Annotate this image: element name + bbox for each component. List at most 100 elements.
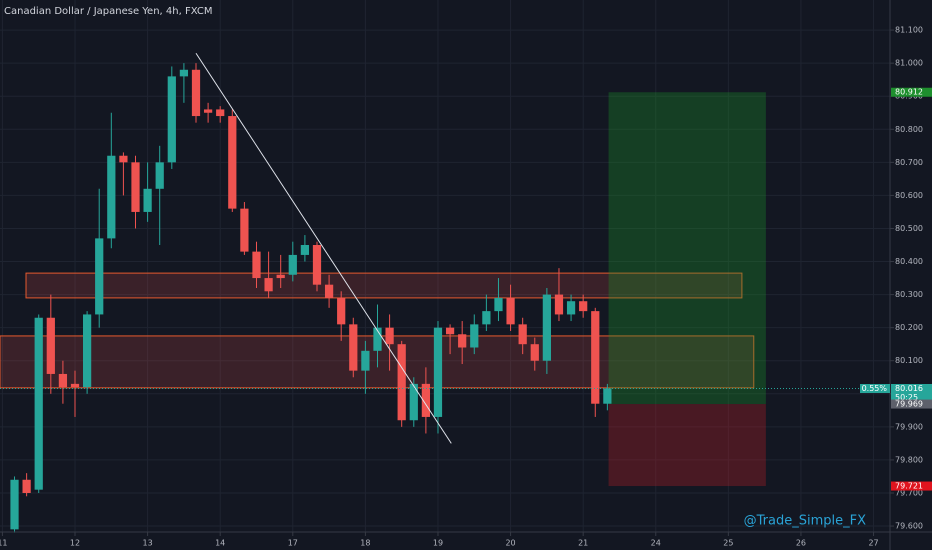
countdown: 50:25 [895,393,918,402]
candle-body [603,388,612,404]
target-zone [608,92,766,405]
candle-body [82,314,92,388]
y-tick-label: 79.800 [895,455,923,464]
y-tick-label: 80.200 [895,323,923,332]
x-tick-label: 12 [70,539,80,548]
x-tick-label: 20 [505,539,515,548]
candle-body [167,76,176,163]
x-tick-label: 24 [651,539,661,548]
candle-body [95,238,104,315]
x-tick-label: 18 [360,539,370,548]
candle-body [385,327,394,345]
y-tick-label: 80.800 [895,125,923,134]
candle-body [337,297,346,325]
candle-body [591,311,600,404]
chart-title: Canadian Dollar / Japanese Yen, 4h, FXCM [4,6,212,17]
price-label-bg [891,87,932,97]
candle-body [324,284,334,298]
price-label-bg [891,384,932,403]
change-label: 0.55% [862,384,888,393]
x-tick-label: 21 [578,539,588,548]
candle-body [421,383,430,417]
x-tick-label: 17 [288,539,298,548]
candle-body [470,324,479,348]
candle-body [494,297,503,312]
candle-body [203,109,213,113]
candle-body [433,327,443,417]
candle-body [349,324,358,371]
candle-body [397,344,406,421]
x-tick-label: 26 [796,539,806,548]
candle-body [276,274,285,279]
price-label-bg [891,399,932,409]
candle-body [143,188,152,212]
zone [25,272,743,299]
candle-body [409,383,418,421]
candle-body [46,317,55,374]
candle-body [506,297,515,325]
candle-body [530,344,539,361]
price-label-bg [891,481,932,491]
candle-body [566,301,576,315]
axes: 81.10081.00080.90080.80080.70080.60080.5… [0,26,932,548]
y-tick-label: 80.600 [895,191,923,200]
x-tick-label: 25 [723,539,733,548]
candle-body [155,162,164,189]
candle-body [554,294,564,315]
price-label: 79.721 [895,482,923,491]
y-tick-label: 80.100 [895,356,923,365]
candle-body [252,251,261,279]
x-tick-label: 11 [0,539,8,548]
x-tick-label: 13 [143,539,153,548]
stop-zone [608,404,766,487]
price-label: 80.912 [895,88,923,97]
y-tick-label: 79.700 [895,488,923,497]
trend-line [195,52,452,444]
price-label: 79.969 [895,400,923,409]
candle-body [216,109,225,117]
y-tick-label: 81.100 [895,26,923,35]
candle-body [70,383,80,388]
y-tick-label: 80.400 [895,257,923,266]
candle-body [482,311,491,325]
x-tick-label: 19 [433,539,443,548]
y-tick-label: 81.000 [895,59,923,68]
candle-body [34,317,43,490]
candle-body [119,155,128,163]
grid [0,0,890,532]
candle-body [10,479,19,530]
candle-body [373,327,382,351]
x-tick-label: 27 [868,539,878,548]
candle-body [228,116,237,209]
plot-area [0,52,890,533]
change-bg [860,384,890,394]
y-tick-label: 80.700 [895,158,923,167]
price-label: 80.016 [895,384,923,393]
candle-body [22,479,31,493]
candle-body [445,327,455,335]
candle-body [131,162,140,212]
candle-body [288,254,297,275]
candle-body [361,350,370,371]
candle-body [58,373,68,388]
watermark: @Trade_Simple_FX [744,514,866,529]
candle-body [191,69,201,117]
y-tick-label: 80.300 [895,290,923,299]
candle-body [518,324,527,345]
candle-body [179,69,189,77]
candle-body [312,245,322,285]
candle-body [579,301,588,312]
candle-body [458,334,467,348]
candle-body [300,245,310,255]
y-tick-label: 79.900 [895,422,923,431]
y-tick-label: 79.600 [895,522,923,531]
candle-body [107,155,116,239]
candle-body [264,278,273,292]
candle-body [542,294,551,361]
candle-body [240,208,249,252]
y-tick-label: 80.500 [895,224,923,233]
x-tick-label: 14 [215,539,225,548]
